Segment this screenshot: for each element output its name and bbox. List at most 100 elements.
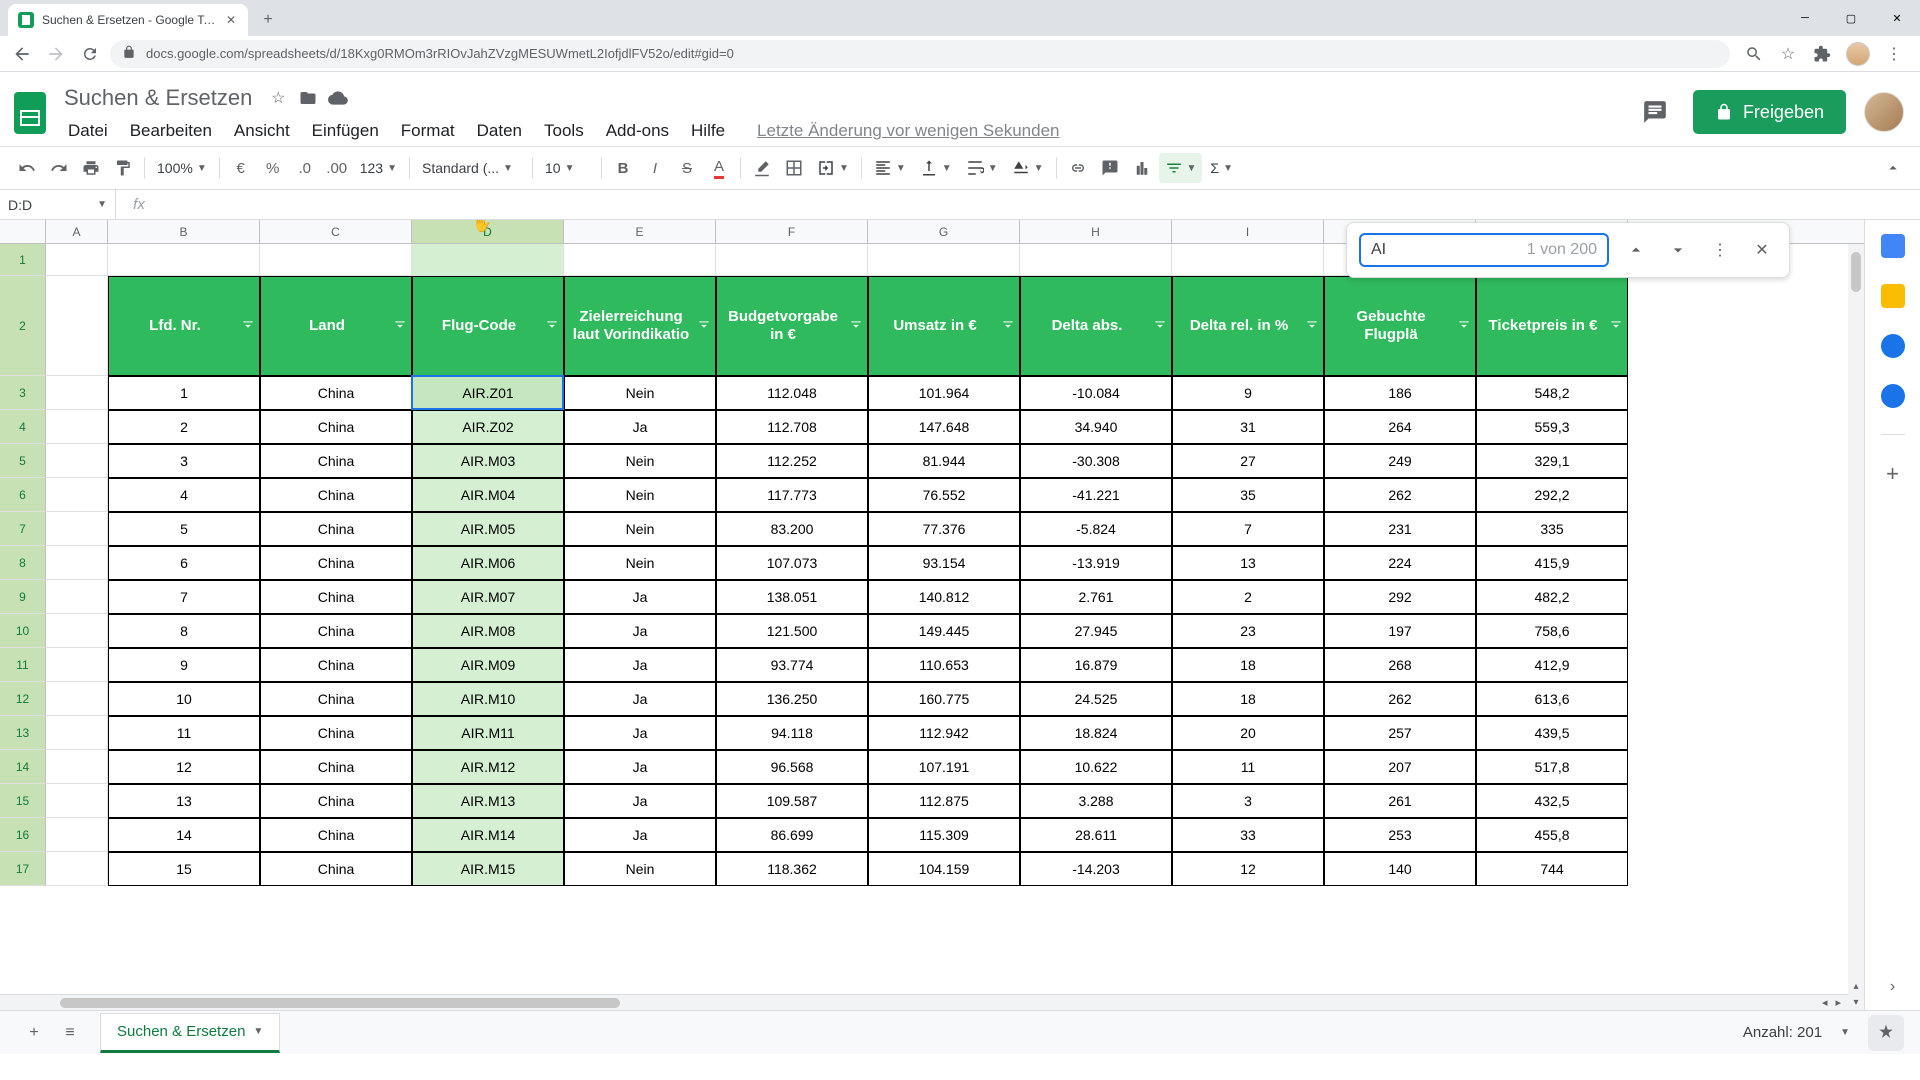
table-cell[interactable]: Nein <box>564 512 716 546</box>
table-cell[interactable]: 7 <box>108 580 260 614</box>
row-header-17[interactable]: 17 <box>0 852 46 886</box>
table-cell[interactable]: AIR.M09 <box>412 648 564 682</box>
table-cell[interactable]: 118.362 <box>716 852 868 886</box>
close-tab-icon[interactable]: ✕ <box>224 13 238 27</box>
table-cell[interactable]: 107.073 <box>716 546 868 580</box>
table-cell[interactable]: 115.309 <box>868 818 1020 852</box>
table-cell[interactable]: 94.118 <box>716 716 868 750</box>
table-cell[interactable]: 257 <box>1324 716 1476 750</box>
close-window-button[interactable]: ✕ <box>1874 0 1920 36</box>
row-header-1[interactable]: 1 <box>0 244 46 276</box>
menu-format[interactable]: Format <box>391 117 465 145</box>
table-cell[interactable]: Nein <box>564 478 716 512</box>
table-cell[interactable]: -10.084 <box>1020 376 1172 410</box>
url-box[interactable]: docs.google.com/spreadsheets/d/18Kxg0RMO… <box>110 40 1730 68</box>
table-cell[interactable]: 16.879 <box>1020 648 1172 682</box>
more-formats-dropdown[interactable]: 123▼ <box>354 153 403 183</box>
table-cell[interactable]: 455,8 <box>1476 818 1628 852</box>
table-cell[interactable]: 559,3 <box>1476 410 1628 444</box>
table-cell[interactable]: 147.648 <box>868 410 1020 444</box>
table-cell[interactable]: 262 <box>1324 478 1476 512</box>
find-next-button[interactable] <box>1663 235 1693 265</box>
table-cell[interactable]: China <box>260 648 412 682</box>
column-header-A[interactable]: A <box>46 220 108 243</box>
table-cell[interactable]: 13 <box>108 784 260 818</box>
table-cell[interactable]: 6 <box>108 546 260 580</box>
zoom-dropdown[interactable]: 100%▼ <box>151 153 213 183</box>
menu-add-ons[interactable]: Add-ons <box>596 117 679 145</box>
contacts-addon-icon[interactable] <box>1881 384 1905 408</box>
table-cell[interactable]: AIR.M14 <box>412 818 564 852</box>
table-cell[interactable]: 412,9 <box>1476 648 1628 682</box>
table-cell[interactable]: 224 <box>1324 546 1476 580</box>
table-cell[interactable]: China <box>260 546 412 580</box>
table-cell[interactable]: 2.761 <box>1020 580 1172 614</box>
table-header-cell[interactable]: Ticketpreis in € <box>1476 276 1628 376</box>
table-cell[interactable]: 83.200 <box>716 512 868 546</box>
table-header-cell[interactable]: Lfd. Nr. <box>108 276 260 376</box>
row-header-6[interactable]: 6 <box>0 478 46 512</box>
table-cell[interactable]: 138.051 <box>716 580 868 614</box>
table-header-cell[interactable]: Land <box>260 276 412 376</box>
table-cell[interactable]: 744 <box>1476 852 1628 886</box>
table-cell[interactable]: 112.708 <box>716 410 868 444</box>
table-cell[interactable]: 12 <box>108 750 260 784</box>
table-cell[interactable]: AIR.M07 <box>412 580 564 614</box>
forward-button[interactable] <box>42 40 70 68</box>
merge-cells-dropdown[interactable]: ▼ <box>811 153 855 183</box>
cell[interactable] <box>46 276 108 376</box>
table-cell[interactable]: 3 <box>1172 784 1324 818</box>
increase-decimal-button[interactable]: .00 <box>322 153 352 183</box>
table-cell[interactable]: 33 <box>1172 818 1324 852</box>
print-button[interactable] <box>76 153 106 183</box>
table-cell[interactable]: 261 <box>1324 784 1476 818</box>
insert-link-button[interactable] <box>1063 153 1093 183</box>
table-cell[interactable]: 112.942 <box>868 716 1020 750</box>
table-cell[interactable]: 186 <box>1324 376 1476 410</box>
table-cell[interactable]: -30.308 <box>1020 444 1172 478</box>
table-cell[interactable]: Ja <box>564 580 716 614</box>
table-cell[interactable]: 18.824 <box>1020 716 1172 750</box>
row-header-14[interactable]: 14 <box>0 750 46 784</box>
reload-button[interactable] <box>76 40 104 68</box>
back-button[interactable] <box>8 40 36 68</box>
table-cell[interactable]: 268 <box>1324 648 1476 682</box>
table-cell[interactable]: 11 <box>108 716 260 750</box>
column-header-C[interactable]: C <box>260 220 412 243</box>
table-cell[interactable]: 27.945 <box>1020 614 1172 648</box>
column-header-B[interactable]: B <box>108 220 260 243</box>
text-color-button[interactable]: A <box>704 153 734 183</box>
table-cell[interactable]: AIR.M12 <box>412 750 564 784</box>
status-count[interactable]: Anzahl: 201 <box>1743 1024 1822 1041</box>
table-cell[interactable]: 24.525 <box>1020 682 1172 716</box>
table-cell[interactable]: Ja <box>564 750 716 784</box>
table-cell[interactable]: 140.812 <box>868 580 1020 614</box>
table-cell[interactable]: China <box>260 614 412 648</box>
minimize-button[interactable]: ─ <box>1782 0 1828 36</box>
table-cell[interactable]: China <box>260 784 412 818</box>
table-cell[interactable]: 482,2 <box>1476 580 1628 614</box>
table-cell[interactable]: 5 <box>108 512 260 546</box>
font-size-dropdown[interactable]: 10▼ <box>539 153 595 183</box>
table-cell[interactable]: 249 <box>1324 444 1476 478</box>
table-cell[interactable]: AIR.M04 <box>412 478 564 512</box>
select-all-corner[interactable] <box>0 220 46 243</box>
sheet-tab-active[interactable]: Suchen & Ersetzen ▼ <box>100 1013 280 1053</box>
table-cell[interactable]: 14 <box>108 818 260 852</box>
table-cell[interactable]: AIR.M11 <box>412 716 564 750</box>
table-cell[interactable]: 13 <box>1172 546 1324 580</box>
table-cell[interactable]: 415,9 <box>1476 546 1628 580</box>
table-cell[interactable]: 28.611 <box>1020 818 1172 852</box>
browser-profile-avatar[interactable] <box>1846 42 1870 66</box>
strikethrough-button[interactable]: S <box>672 153 702 183</box>
table-cell[interactable]: China <box>260 512 412 546</box>
menu-einfügen[interactable]: Einfügen <box>302 117 389 145</box>
undo-button[interactable] <box>12 153 42 183</box>
table-cell[interactable]: 31 <box>1172 410 1324 444</box>
table-cell[interactable]: China <box>260 682 412 716</box>
table-cell[interactable]: 8 <box>108 614 260 648</box>
table-cell[interactable]: Ja <box>564 648 716 682</box>
table-cell[interactable]: 77.376 <box>868 512 1020 546</box>
filter-button[interactable]: ▼ <box>1159 153 1203 183</box>
table-cell[interactable]: 2 <box>108 410 260 444</box>
